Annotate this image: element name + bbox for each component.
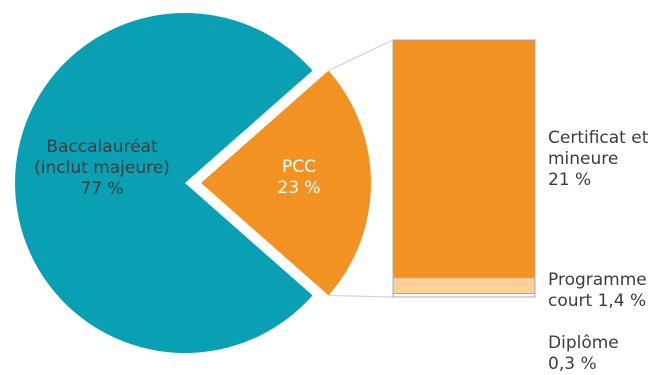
pie-label-baccalaureat: Baccalauréat (inclut majeure) 77 %	[34, 137, 170, 199]
bar-segment-diplome	[392, 293, 536, 298]
pie-slice-baccalaureat	[15, 12, 313, 353]
breakdown-bar	[392, 39, 536, 298]
connectors	[328, 39, 394, 298]
labels: Baccalauréat (inclut majeure) 77 % PCC 23 % C…	[34, 128, 649, 374]
pie-label-pcc: PCC 23 %	[277, 157, 320, 198]
bar-label-diplome: Diplôme 0,3 %	[548, 333, 619, 374]
pie	[15, 12, 372, 353]
connector-bottom	[328, 294, 394, 298]
pie-slice-pcc	[201, 70, 372, 296]
bar-label-certificat: Certificat et mineure 21 %	[548, 128, 649, 190]
bar-segment-programme-court	[392, 277, 536, 295]
connector-top	[328, 39, 394, 72]
bar-label-programme-court: Programme court 1,4 %	[548, 270, 647, 311]
bar-outline	[392, 39, 536, 298]
bar-segment-certificat	[392, 39, 536, 279]
